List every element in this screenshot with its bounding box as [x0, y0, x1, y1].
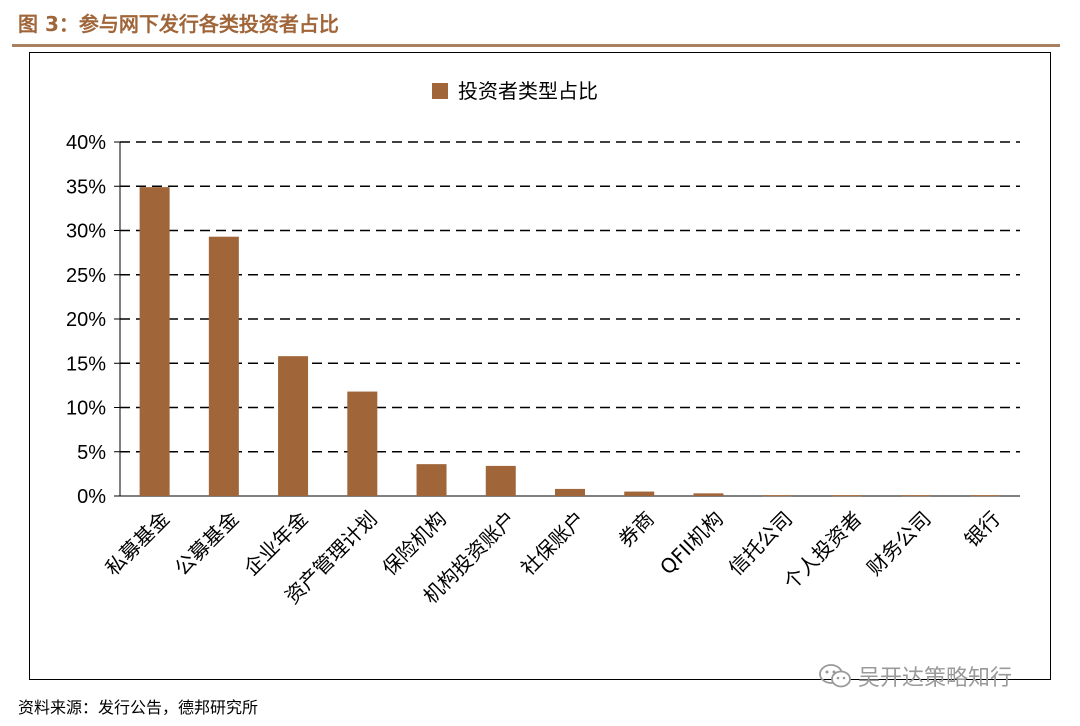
y-tick-label: 25% [66, 265, 106, 287]
bar-8 [693, 493, 724, 496]
label-layer: 0%5%10%15%20%25%30%35%40%私募基金公募基金企业年金资产管… [66, 132, 1005, 608]
bar-12 [970, 495, 1001, 497]
x-category-label: 财务公司 [862, 507, 936, 581]
y-tick-label: 0% [77, 486, 106, 508]
x-category-label: QFII机构 [655, 507, 728, 580]
bar-10 [831, 495, 862, 497]
bar-7 [624, 491, 655, 496]
x-category-label: 公募基金 [170, 507, 244, 581]
x-category-label: 银行 [960, 507, 1005, 552]
y-tick-label: 40% [66, 132, 106, 154]
source-note: 资料来源：发行公告，德邦研究所 [18, 698, 259, 717]
bar-9 [762, 495, 793, 497]
legend-label: 投资者类型占比 [458, 79, 598, 103]
y-tick-label: 5% [77, 442, 106, 464]
watermark-text: 吴开达策略知行 [858, 666, 1013, 691]
bar-1 [208, 236, 239, 496]
title-divider [12, 44, 1060, 47]
bar-0 [139, 187, 170, 496]
chart-frame: 0% 5% 10% 15% 20% 25% 30% 35% 40% 私募基金 公募基金 企业年金 资产管… [29, 52, 1051, 680]
watermark: 吴开达策略知行 [818, 660, 1012, 692]
figure-title: 图 3：参与网下发行各类投资者占比 [18, 12, 339, 36]
bar-6 [555, 488, 585, 496]
bar-4 [416, 464, 447, 496]
wechat-icon [819, 664, 851, 688]
bar-3 [347, 391, 378, 496]
bar-2 [278, 356, 309, 496]
x-category-label: 社保账户 [516, 507, 590, 581]
bar-chart: 0%5%10%15%20%25%30%35%40%私募基金公募基金企业年金资产管… [66, 79, 1020, 608]
bar-5 [485, 465, 516, 496]
y-tick-label: 35% [66, 176, 106, 198]
y-tick-label: 20% [66, 309, 106, 331]
y-tick-label: 10% [66, 398, 106, 420]
legend: 投资者类型占比 [432, 79, 598, 103]
grid-layer [120, 141, 1020, 453]
x-category-label: 券商 [614, 507, 659, 552]
bar-layer [139, 187, 1001, 497]
x-category-label: 私募基金 [101, 507, 175, 581]
y-tick-label: 15% [66, 353, 106, 375]
legend-swatch [432, 83, 448, 99]
bar-11 [901, 495, 932, 497]
y-tick-label: 30% [66, 221, 106, 243]
